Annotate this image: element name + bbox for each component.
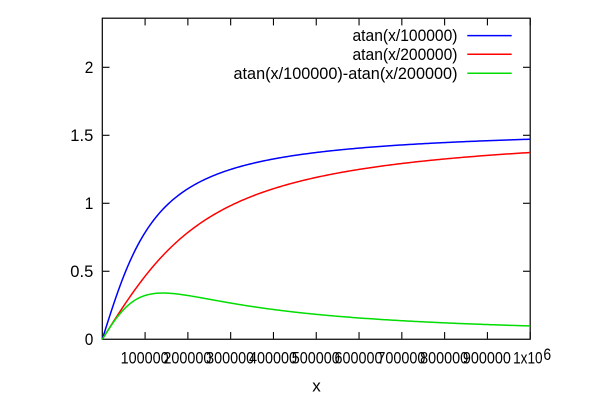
svg-text:500000: 500000 <box>292 349 340 368</box>
svg-text:2: 2 <box>85 58 94 77</box>
svg-text:100000: 100000 <box>121 349 169 368</box>
svg-text:atan(x/200000): atan(x/200000) <box>353 45 458 64</box>
svg-text:6: 6 <box>543 345 551 364</box>
svg-text:x: x <box>312 376 321 395</box>
svg-text:300000: 300000 <box>206 349 254 368</box>
svg-text:1: 1 <box>85 194 94 213</box>
svg-text:1x10: 1x10 <box>513 349 543 368</box>
svg-text:0.5: 0.5 <box>70 262 93 281</box>
svg-text:600000: 600000 <box>335 349 383 368</box>
svg-text:400000: 400000 <box>249 349 297 368</box>
svg-text:900000: 900000 <box>463 349 511 368</box>
svg-text:0: 0 <box>85 330 94 349</box>
svg-text:1.5: 1.5 <box>70 126 93 145</box>
svg-text:atan(x/100000)-atan(x/200000): atan(x/100000)-atan(x/200000) <box>234 64 458 83</box>
svg-text:200000: 200000 <box>163 349 211 368</box>
svg-text:atan(x/100000): atan(x/100000) <box>353 26 458 45</box>
svg-text:800000: 800000 <box>420 349 468 368</box>
svg-text:700000: 700000 <box>377 349 425 368</box>
